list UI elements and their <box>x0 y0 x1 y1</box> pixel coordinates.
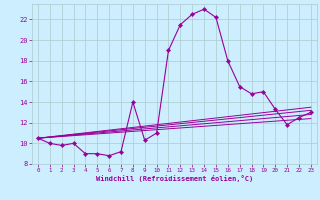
X-axis label: Windchill (Refroidissement éolien,°C): Windchill (Refroidissement éolien,°C) <box>96 175 253 182</box>
